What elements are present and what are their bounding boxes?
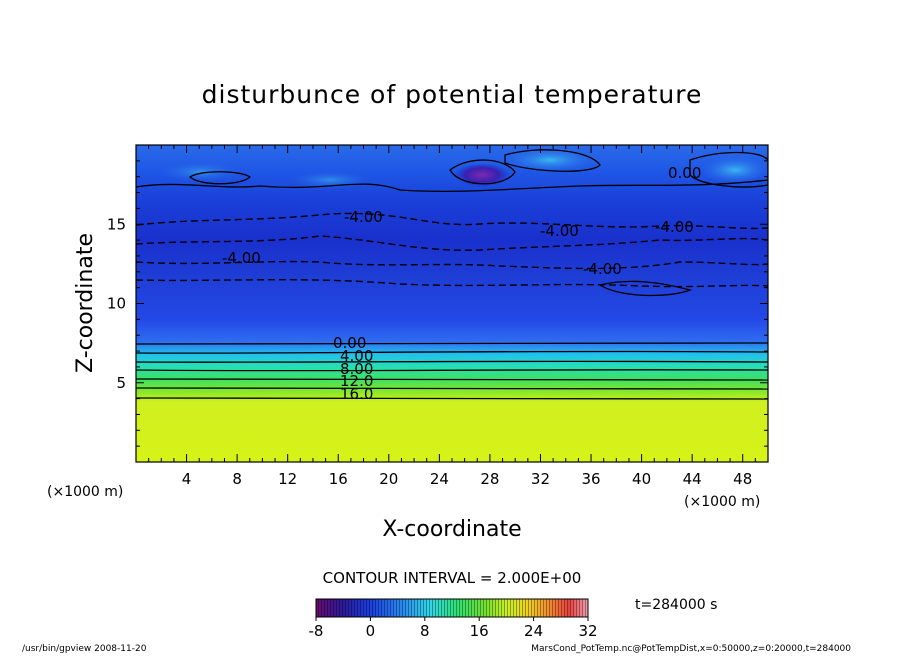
- footer-left: /usr/bin/gpview 2008-11-20: [22, 644, 147, 654]
- x-tick-label: 16: [329, 470, 348, 488]
- contour-line: [136, 342, 768, 345]
- contour-line: [689, 151, 768, 188]
- y-axis-title: Z-coordinate: [73, 233, 98, 373]
- colorbar-tick-label: -8: [309, 622, 324, 640]
- dashed-contours: [136, 212, 768, 288]
- x-tick-label: 40: [632, 470, 651, 488]
- chart-title: disturbunce of potential temperature: [202, 80, 703, 109]
- x-tick-label: 28: [480, 470, 499, 488]
- colorbar-stripes: [316, 599, 588, 617]
- y-axis: 5 10 15: [107, 160, 768, 447]
- contour-line: [449, 159, 516, 185]
- x-unit-label: (×1000 m): [47, 484, 123, 500]
- plot-area: [135, 144, 769, 463]
- footer-right: MarsCond_PotTemp.nc@PotTempDist,x=0:5000…: [531, 644, 851, 654]
- cyan-patch: [160, 162, 240, 182]
- contour-label: 16.0: [340, 385, 373, 403]
- contour-line: [136, 279, 768, 288]
- colorbar-tick-label: 24: [524, 622, 543, 640]
- contour-line: [136, 360, 768, 363]
- contour-line: [504, 149, 601, 172]
- contour-label: 4.00: [340, 347, 373, 365]
- x-tick-label: 36: [581, 470, 600, 488]
- contour-interval: CONTOUR INTERVAL = 2.000E+00: [323, 569, 582, 587]
- y-tick-label: 15: [107, 215, 126, 233]
- x-unit-label-right: (×1000 m): [684, 494, 760, 510]
- contour-lines: [136, 149, 768, 400]
- contour-line: [136, 260, 768, 270]
- contour-line: [136, 350, 768, 354]
- contour-line: [136, 369, 768, 372]
- contour-label: -4.00: [222, 249, 261, 267]
- x-tick-label: 4: [182, 470, 192, 488]
- x-tick-label: 44: [683, 470, 702, 488]
- contour-label: -4.00: [655, 218, 694, 236]
- x-tick-label: 32: [531, 470, 550, 488]
- x-tick-label: 24: [430, 470, 449, 488]
- contour-label: -4.00: [344, 208, 383, 226]
- field-background: [136, 145, 768, 462]
- colorbar-tick-label: 0: [366, 622, 376, 640]
- contour-label: 0.00: [333, 334, 366, 352]
- colorbar-ticks: -8 0 8 16 24 32: [309, 617, 598, 640]
- contour-label-group: 0.00 4.00 8.00 12.0 16.0 -4.00 -4.00 -4.…: [222, 164, 701, 403]
- contour-line: [136, 212, 768, 230]
- contour-line: [136, 235, 768, 251]
- contour-label: 0.00: [668, 164, 701, 182]
- contour-line: [136, 179, 768, 192]
- contour-line: [136, 378, 768, 381]
- contour-line: [598, 280, 693, 297]
- colorbar-tick-label: 32: [578, 622, 597, 640]
- x-tick-label: 12: [278, 470, 297, 488]
- contour-label: 8.00: [340, 360, 373, 378]
- min-blob: [454, 163, 510, 187]
- contour-label: -4.00: [540, 222, 579, 240]
- x-axis: 4 8 12 16 20 24 28 32 36 40 44 48: [148, 145, 756, 488]
- x-tick-label: 20: [379, 470, 398, 488]
- contour-line: [136, 387, 768, 390]
- time-label: t=284000 s: [635, 597, 717, 613]
- field-features: [136, 148, 768, 400]
- y-tick-label: 10: [107, 295, 126, 313]
- colorbar-tick-label: 8: [420, 622, 430, 640]
- y-tick-label: 5: [116, 374, 126, 392]
- contour-line: [188, 171, 252, 185]
- x-tick-label: 48: [733, 470, 752, 488]
- x-axis-title: X-coordinate: [382, 517, 521, 542]
- x-tick-label: 8: [232, 470, 242, 488]
- colorbar-frame: [315, 598, 589, 618]
- colorbar-tick-label: 16: [470, 622, 489, 640]
- contour-label: 12.0: [340, 372, 373, 390]
- colorbar: -8 0 8 16 24 32: [309, 598, 598, 640]
- cyan-patch: [700, 156, 768, 184]
- contour-label: -4.00: [583, 260, 622, 278]
- cyan-patch: [505, 148, 595, 172]
